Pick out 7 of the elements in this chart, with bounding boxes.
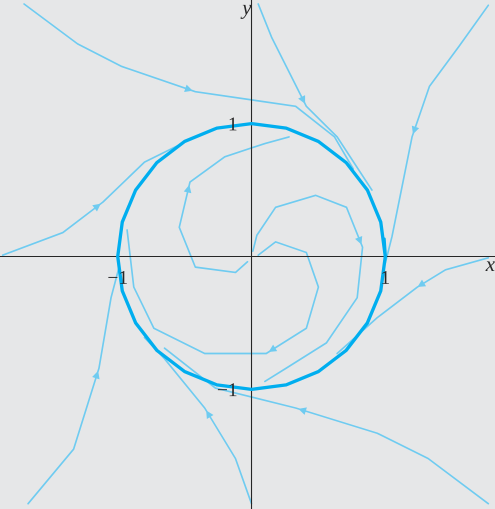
- y-axis-title: y: [240, 4, 252, 19]
- line-series: [164, 347, 490, 505]
- line-series: [126, 229, 320, 354]
- x-axis-title: x: [486, 261, 495, 271]
- line-series: [178, 136, 290, 274]
- line-series: [252, 194, 364, 382]
- line-series: [144, 336, 252, 505]
